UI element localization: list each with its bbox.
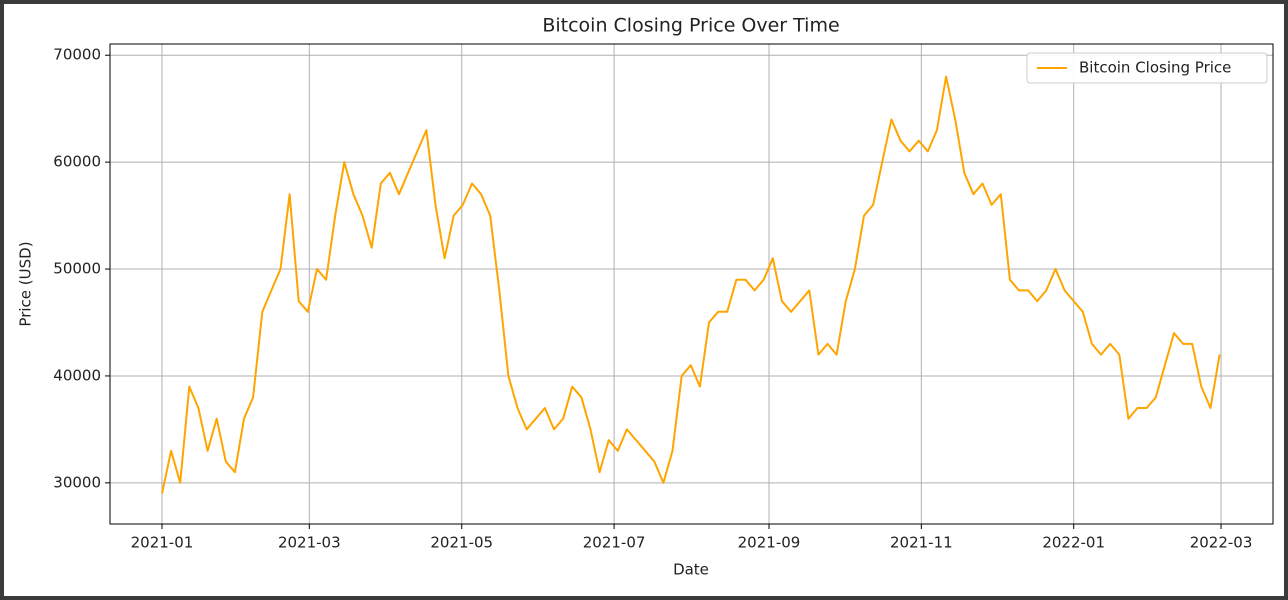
legend-label: Bitcoin Closing Price xyxy=(1079,59,1231,77)
price-line xyxy=(161,75,1221,494)
y-tick-label: 30000 xyxy=(53,473,101,491)
x-tick-label: 2022-01 xyxy=(1042,534,1105,552)
y-tick-label: 60000 xyxy=(53,153,101,171)
chart-title: Bitcoin Closing Price Over Time xyxy=(542,15,839,37)
x-tick-label: 2022-03 xyxy=(1190,534,1253,552)
y-axis-label: Price (USD) xyxy=(17,241,35,326)
x-tick-label: 2021-01 xyxy=(131,534,194,552)
y-tick-label: 50000 xyxy=(53,260,101,278)
y-tick-label: 70000 xyxy=(53,46,101,64)
x-tick-label: 2021-05 xyxy=(430,534,493,552)
x-tick-label: 2021-09 xyxy=(738,534,801,552)
x-axis-label: Date xyxy=(673,561,709,579)
chart: Bitcoin Closing Price Over Time Date Pri… xyxy=(4,4,1284,596)
plot-frame xyxy=(109,43,1274,525)
y-tick-label: 40000 xyxy=(53,366,101,384)
x-tick-label: 2021-03 xyxy=(278,534,341,552)
x-tick-label: 2021-07 xyxy=(583,534,646,552)
x-tick-label: 2021-11 xyxy=(890,534,953,552)
legend-box xyxy=(1026,52,1268,84)
